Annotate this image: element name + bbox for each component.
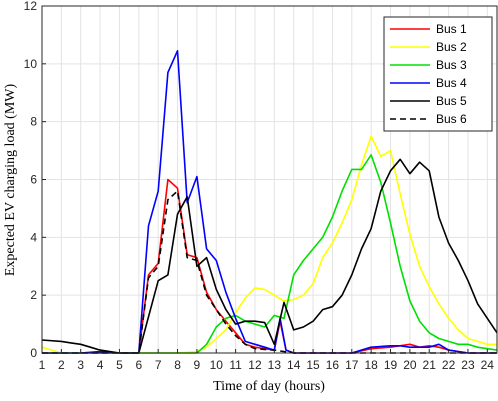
x-tick-label: 23 <box>461 358 475 372</box>
y-tick-label: 8 <box>30 115 37 129</box>
y-tick-label: 6 <box>30 173 37 187</box>
x-tick-label: 14 <box>287 358 301 372</box>
x-tick-label: 7 <box>155 358 162 372</box>
x-tick-label: 10 <box>210 358 224 372</box>
x-axis-label: Time of day (hours) <box>213 379 325 394</box>
x-tick-label: 24 <box>481 358 495 372</box>
x-tick-label: 5 <box>116 358 123 372</box>
x-tick-label: 1 <box>39 358 46 372</box>
legend-label-4: Bus 4 <box>436 76 467 90</box>
series-line-5 <box>41 158 498 354</box>
x-tick-label: 20 <box>403 358 417 372</box>
y-axis-label: Expected EV charging load (MW) <box>3 84 18 277</box>
y-tick-label: 10 <box>24 57 38 71</box>
y-tick-label: 0 <box>30 346 37 360</box>
x-tick-label: 18 <box>364 358 378 372</box>
x-tick-label: 2 <box>58 358 65 372</box>
x-tick-label: 9 <box>194 358 201 372</box>
y-axis-ticks: 0 2 4 6 8 10 12 <box>24 0 46 360</box>
x-tick-label: 19 <box>384 358 398 372</box>
grid-lines <box>41 5 497 354</box>
x-tick-label: 17 <box>345 358 359 372</box>
legend: Bus 1 Bus 2 Bus 3 Bus 4 Bus 5 Bus 6 <box>383 16 493 132</box>
x-tick-label: 15 <box>306 358 320 372</box>
y-tick-label: 12 <box>24 0 38 13</box>
legend-box <box>383 16 493 132</box>
legend-label-1: Bus 1 <box>436 22 467 36</box>
x-tick-label: 11 <box>229 358 242 372</box>
x-tick-label: 4 <box>97 358 104 372</box>
x-axis-ticks: 1 2 3 4 5 6 7 8 9 10 11 12 13 14 15 16 17 18 19 20 21 22 23 24 <box>39 349 495 372</box>
x-tick-label: 16 <box>326 358 340 372</box>
x-tick-label: 8 <box>174 358 181 372</box>
legend-label-6: Bus 6 <box>436 112 467 126</box>
series-line-4 <box>42 49 497 354</box>
legend-label-3: Bus 3 <box>436 58 467 72</box>
x-tick-label: 6 <box>135 358 142 372</box>
x-tick-label: 21 <box>423 358 437 372</box>
x-tick-label: 12 <box>248 358 262 372</box>
y-tick-label: 2 <box>30 288 37 302</box>
x-tick-label: 22 <box>442 358 456 372</box>
x-tick-label: 13 <box>268 358 282 372</box>
x-tick-label: 3 <box>77 358 84 372</box>
y-tick-label: 4 <box>30 230 37 244</box>
legend-label-2: Bus 2 <box>436 40 467 54</box>
legend-label-5: Bus 5 <box>436 94 467 108</box>
